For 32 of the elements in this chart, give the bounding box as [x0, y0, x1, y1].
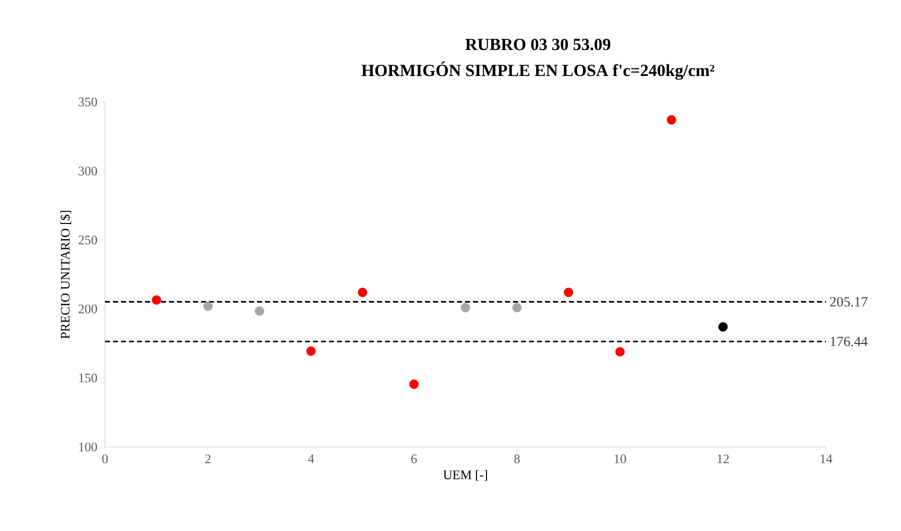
x-tick-label: 8 [514, 454, 520, 464]
x-tick-label: 14 [820, 454, 832, 464]
point [615, 347, 625, 356]
x-tick-label: 10 [614, 454, 626, 464]
ref-line-label: 176.44 [830, 336, 868, 346]
x-tick-label: 0 [102, 454, 108, 464]
point [512, 302, 522, 312]
point [460, 302, 470, 312]
y-tick-label: 250 [78, 236, 97, 244]
chart-title: RUBRO 03 30 53.09 [465, 38, 610, 50]
chart-subtitle: HORMIGÓN SIMPLE EN LOSA f'c=240kg/cm² [362, 61, 714, 80]
x-tick-label: 12 [718, 454, 729, 464]
x-axis-title: UEM [-] [443, 470, 488, 481]
y-tick-label: 150 [79, 374, 97, 382]
point [152, 295, 162, 305]
ref-line-label: 205.17 [830, 297, 868, 307]
x-tick-label: 2 [205, 454, 211, 464]
point [306, 346, 316, 356]
point [666, 115, 676, 125]
point [564, 288, 574, 298]
x-tick-label: 4 [308, 454, 314, 464]
y-tick-label: 100 [79, 442, 97, 452]
point [718, 322, 728, 332]
point [409, 379, 419, 389]
point [358, 288, 368, 298]
point [254, 306, 264, 316]
y-tick-label: 300 [78, 166, 97, 176]
y-tick-label: 350 [78, 98, 97, 106]
point [203, 302, 213, 311]
x-tick-label: 6 [411, 454, 417, 464]
y-axis-title: PRECIO UNITARIO [$] [60, 210, 72, 339]
y-tick-label: 200 [78, 304, 97, 314]
